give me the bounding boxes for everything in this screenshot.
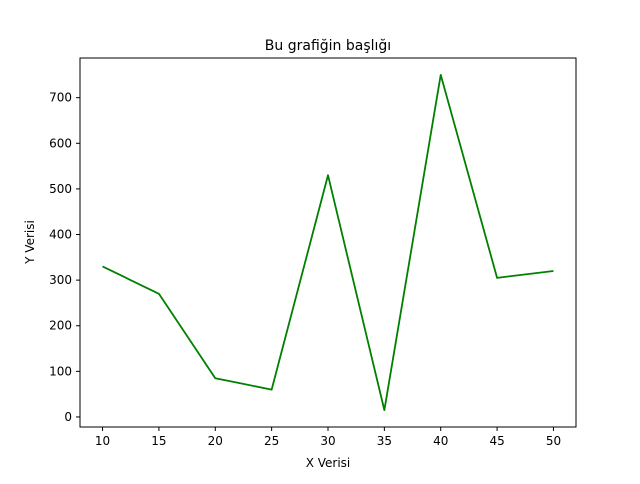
x-axis-label: X Verisi — [306, 456, 351, 470]
x-tick-label: 25 — [264, 434, 279, 448]
y-tick-label: 0 — [64, 410, 72, 424]
x-tick-label: 30 — [320, 434, 335, 448]
x-tick-label: 20 — [208, 434, 223, 448]
series-line — [102, 73, 554, 412]
y-tick-label: 100 — [49, 364, 72, 378]
y-tick-label: 700 — [49, 91, 72, 105]
y-tick-label: 600 — [49, 136, 72, 150]
chart-title: Bu grafiğin başlığı — [265, 38, 391, 54]
x-tick-label: 45 — [489, 434, 504, 448]
x-tick-label: 10 — [95, 434, 110, 448]
x-tick-label: 40 — [433, 434, 448, 448]
x-tick-label: 50 — [546, 434, 561, 448]
x-tick-label: 35 — [377, 434, 392, 448]
y-tick-label: 400 — [49, 228, 72, 242]
series-layer — [102, 73, 554, 412]
plot-frame — [79, 57, 577, 428]
y-axis-label: Y Verisi — [23, 220, 37, 265]
y-tick-label: 200 — [49, 319, 72, 333]
x-tick-label: 15 — [151, 434, 166, 448]
y-tick-label: 300 — [49, 273, 72, 287]
y-tick-label: 500 — [49, 182, 72, 196]
